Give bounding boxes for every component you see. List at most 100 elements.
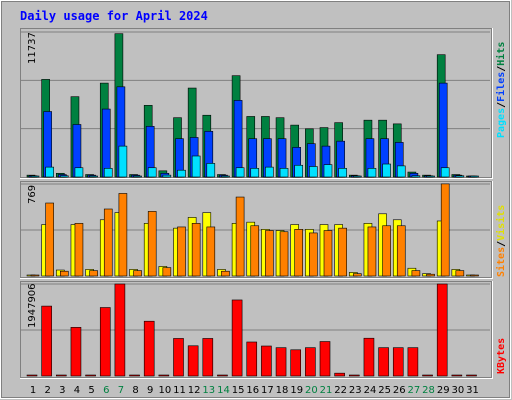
- x-label-day-24: 24: [364, 385, 377, 396]
- bar-pages-day-31: [470, 175, 479, 178]
- panel-hits-frame: [20, 28, 493, 179]
- bar-files-day-29: [438, 82, 448, 178]
- bar-kbytes-day-22: [334, 372, 345, 377]
- bar-sites-day-1: [30, 274, 40, 277]
- bar-kbytes-day-29: [436, 283, 448, 377]
- bar-pages-day-17: [265, 166, 274, 178]
- legend-sep2: /: [496, 66, 507, 72]
- bar-pages-day-30: [455, 175, 465, 178]
- bar-sites-day-11: [177, 226, 186, 277]
- x-label-day-21: 21: [320, 385, 333, 396]
- x-label-day-9: 9: [147, 385, 153, 396]
- bar-pages-day-19: [294, 164, 304, 178]
- bar-sites-day-12: [191, 223, 201, 277]
- bar-pages-day-15: [235, 167, 245, 178]
- bar-kbytes-day-23: [348, 374, 360, 377]
- bar-pages-day-13: [206, 163, 216, 178]
- bar-kbytes-day-16: [246, 341, 258, 377]
- x-label-day-5: 5: [88, 385, 94, 396]
- bar-kbytes-day-2: [41, 305, 52, 377]
- bar-kbytes-day-3: [55, 374, 67, 377]
- bar-sites-day-8: [133, 270, 142, 277]
- bar-sites-day-13: [206, 226, 216, 277]
- bar-kbytes-day-6: [99, 307, 111, 377]
- bar-kbytes-day-25: [378, 347, 389, 377]
- bar-kbytes-day-28: [422, 374, 433, 377]
- x-label-day-22: 22: [334, 385, 347, 396]
- x-label-day-29: 29: [437, 385, 450, 396]
- bar-kbytes-day-14: [217, 374, 228, 377]
- bar-kbytes-day-15: [231, 299, 243, 377]
- legend-hits: Hits: [495, 42, 507, 66]
- bar-pages-day-7: [118, 145, 128, 178]
- bar-kbytes-day-18: [275, 347, 287, 377]
- bar-pages-day-27: [411, 175, 421, 178]
- x-axis-labels: 1 2 3 4 5 6 7 8 9 10 11 12 13 14 15 16 17 18 19 20 21 22 23 24 2…: [30, 385, 479, 396]
- bar-sites-day-29: [440, 183, 450, 277]
- bar-kbytes-day-5: [85, 374, 96, 377]
- bar-pages-day-1: [30, 175, 40, 178]
- bar-sites-day-10: [162, 267, 172, 277]
- bar-pages-day-14: [221, 175, 230, 178]
- x-label-day-11: 11: [173, 385, 186, 396]
- bar-files-day-15: [233, 100, 243, 178]
- bar-pages-day-16: [250, 168, 260, 178]
- bar-kbytes-day-31: [466, 374, 477, 377]
- bar-kbytes-day-1: [26, 374, 38, 377]
- x-label-day-12: 12: [188, 385, 201, 396]
- bar-kbytes-day-21: [319, 341, 331, 377]
- bar-pages-day-25: [382, 163, 391, 178]
- bar-pages-day-3: [59, 175, 69, 178]
- panel2-max-label: 769: [27, 185, 38, 204]
- panel-visits-frame: [20, 181, 493, 279]
- x-label-day-13: 13: [202, 385, 215, 396]
- bar-kbytes-day-11: [173, 338, 184, 377]
- bar-kbytes-day-20: [305, 347, 316, 377]
- bar-kbytes-day-4: [70, 327, 82, 377]
- bar-pages-day-9: [147, 167, 157, 178]
- bar-sites-day-4: [74, 223, 84, 277]
- x-label-day-18: 18: [276, 385, 289, 396]
- bar-sites-day-22: [338, 227, 347, 277]
- legend-sep1: /: [496, 102, 507, 108]
- bar-pages-day-23: [352, 175, 362, 178]
- bar-sites-day-3: [59, 270, 69, 277]
- bar-pages-day-28: [426, 175, 435, 178]
- bar-sites-day-27: [411, 270, 421, 277]
- x-label-day-16: 16: [246, 385, 259, 396]
- panel1-max-label: 11737: [27, 32, 38, 64]
- bar-sites-day-23: [352, 273, 362, 277]
- bar-files-day-6: [101, 108, 111, 178]
- legend-kbytes: KBytes: [496, 338, 507, 374]
- bars: [26, 33, 479, 377]
- x-label-day-7: 7: [118, 385, 124, 396]
- bar-pages-day-24: [367, 168, 377, 178]
- bar-kbytes-day-27: [407, 347, 419, 377]
- bar-kbytes-day-13: [202, 338, 214, 377]
- bar-kbytes-day-7: [114, 283, 126, 377]
- bar-sites-day-7: [118, 193, 128, 277]
- panel1-legend: Pages/Files/Hits: [495, 42, 507, 138]
- bar-kbytes-day-10: [158, 374, 170, 377]
- bar-pages-day-10: [162, 174, 172, 178]
- bar-sites-day-2: [45, 202, 54, 277]
- bar-kbytes-day-19: [290, 349, 302, 377]
- bar-kbytes-day-24: [363, 337, 375, 377]
- bar-sites-day-14: [221, 270, 230, 277]
- bar-sites-day-19: [294, 229, 304, 277]
- x-label-day-2: 2: [44, 385, 50, 396]
- x-label-day-30: 30: [451, 385, 464, 396]
- x-label-day-8: 8: [132, 385, 138, 396]
- legend-sep3: /: [496, 241, 507, 247]
- bar-sites-day-6: [103, 208, 113, 277]
- bar-sites-day-5: [89, 270, 98, 277]
- bar-kbytes-day-26: [392, 347, 404, 377]
- bar-pages-day-11: [177, 169, 186, 178]
- bar-pages-day-29: [440, 167, 450, 178]
- bar-sites-day-31: [470, 274, 479, 277]
- panel2-legend: Sites/Visits: [495, 205, 507, 277]
- bar-pages-day-8: [133, 175, 142, 178]
- legend-sites: Sites: [495, 247, 507, 277]
- x-label-day-17: 17: [261, 385, 274, 396]
